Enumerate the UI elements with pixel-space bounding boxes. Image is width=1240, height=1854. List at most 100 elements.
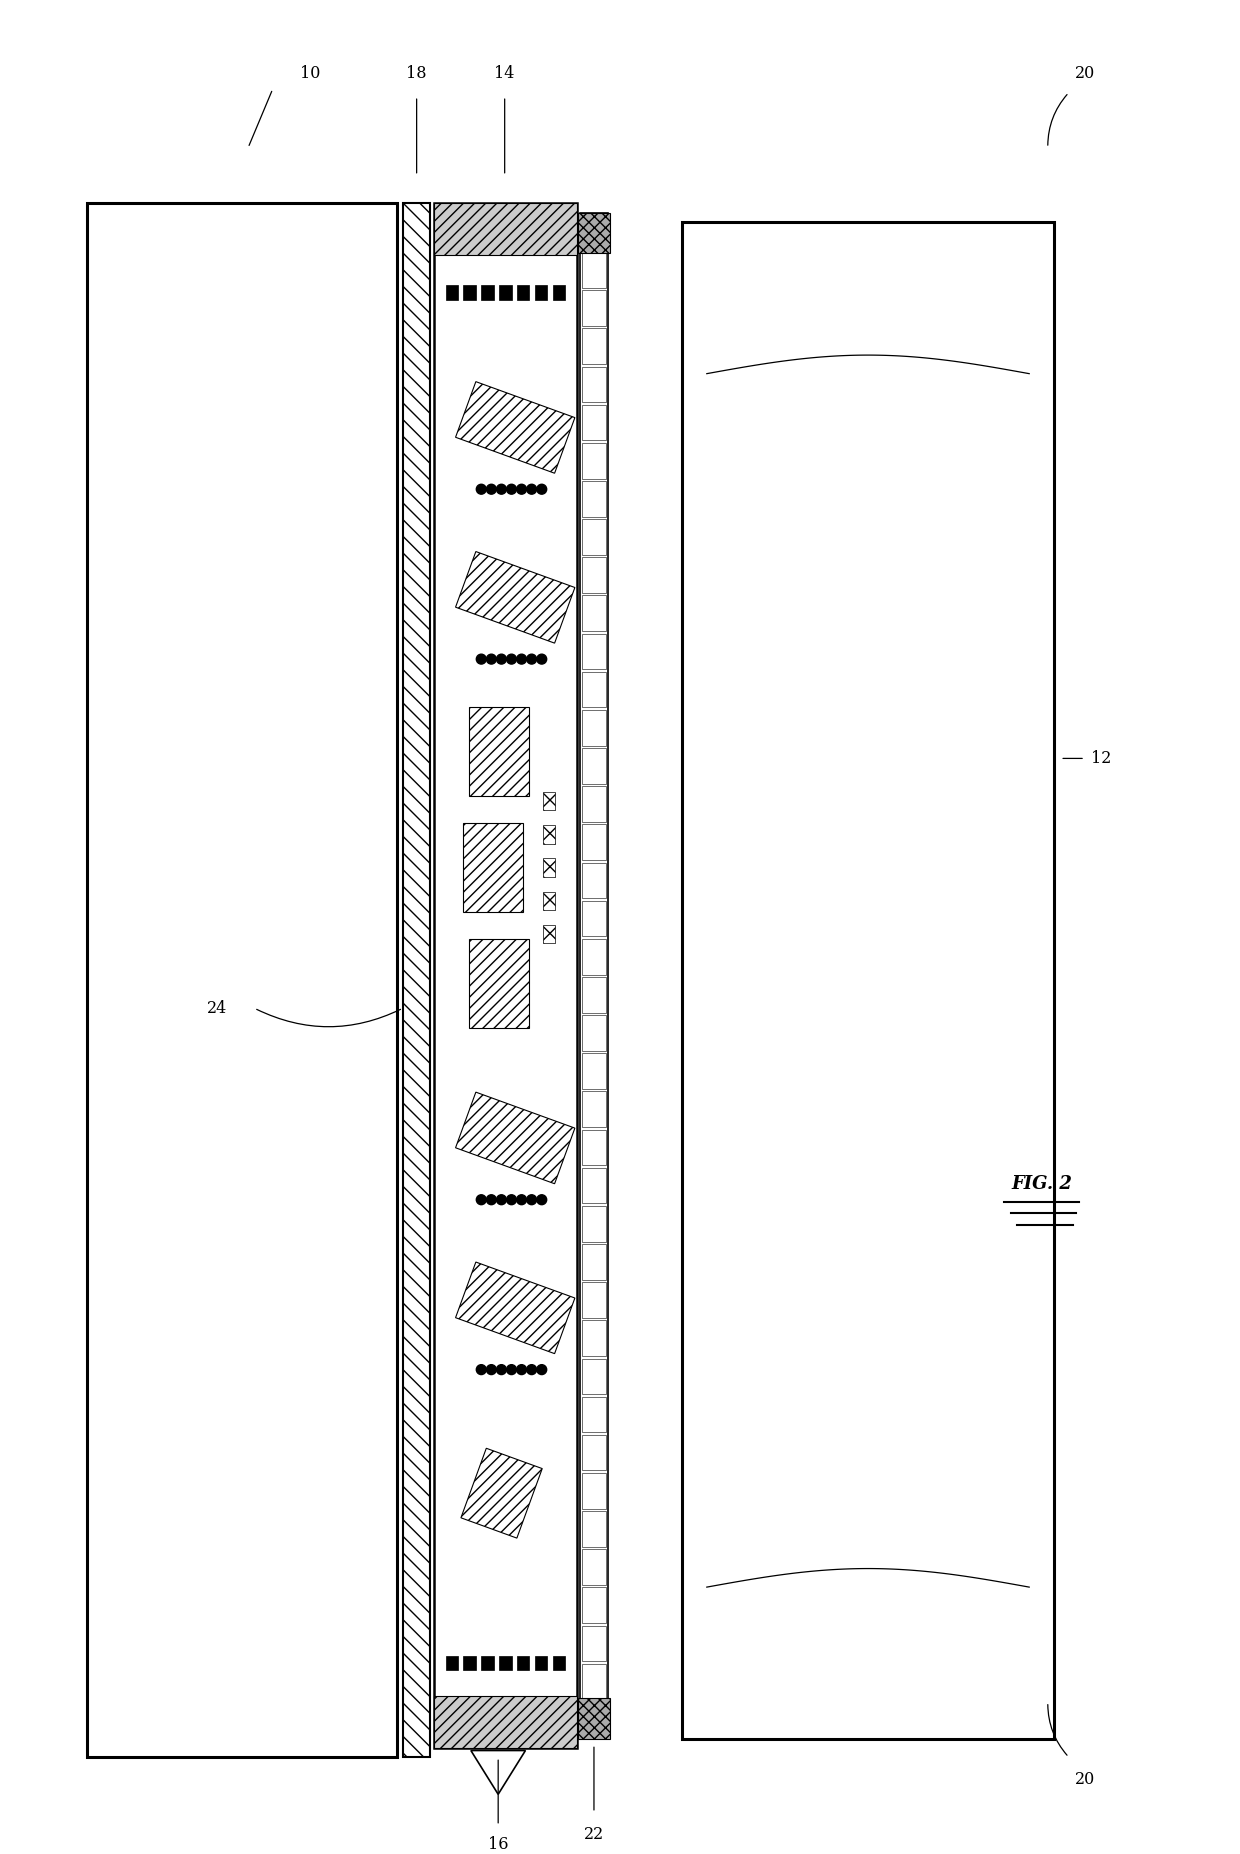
Bar (434, 204, 577, 256)
Circle shape (517, 1194, 527, 1205)
Circle shape (507, 654, 517, 664)
Text: 14: 14 (495, 65, 515, 82)
Bar (582, 519, 606, 554)
Circle shape (476, 654, 486, 664)
Polygon shape (463, 823, 523, 912)
Circle shape (486, 654, 496, 664)
Circle shape (527, 1194, 537, 1205)
Circle shape (507, 484, 517, 495)
Circle shape (507, 1365, 517, 1374)
Bar (578, 213, 610, 254)
Text: 18: 18 (407, 65, 427, 82)
Bar (582, 1168, 606, 1203)
Polygon shape (455, 1263, 575, 1353)
Bar (582, 1472, 606, 1509)
Bar (543, 925, 556, 944)
Bar (543, 858, 556, 877)
Bar (481, 1656, 494, 1670)
Bar (582, 1550, 606, 1585)
Circle shape (527, 654, 537, 664)
Circle shape (496, 1365, 506, 1374)
Circle shape (517, 654, 527, 664)
Circle shape (476, 1194, 486, 1205)
Bar (582, 252, 606, 287)
Bar (580, 213, 608, 1739)
Polygon shape (455, 382, 575, 473)
Circle shape (507, 1194, 517, 1205)
Text: 22: 22 (584, 1826, 604, 1843)
Bar (403, 204, 430, 1758)
Bar (582, 1283, 606, 1318)
Polygon shape (469, 708, 528, 795)
Circle shape (527, 1365, 537, 1374)
Bar (582, 1396, 606, 1433)
Bar (534, 1656, 547, 1670)
Bar (582, 825, 606, 860)
Circle shape (517, 484, 527, 495)
Text: 12: 12 (1091, 749, 1111, 768)
Text: FIG. 2: FIG. 2 (1011, 1175, 1073, 1192)
Bar (582, 634, 606, 669)
Bar (517, 286, 529, 300)
Bar (582, 1053, 606, 1088)
Bar (582, 862, 606, 897)
Circle shape (537, 484, 547, 495)
Bar (578, 1698, 610, 1739)
Bar (582, 1244, 606, 1279)
Text: 20: 20 (1075, 1771, 1095, 1787)
Bar (582, 1702, 606, 1737)
Bar (582, 328, 606, 363)
Bar (582, 1511, 606, 1546)
Circle shape (527, 484, 537, 495)
Bar (543, 792, 556, 810)
Bar (582, 1320, 606, 1355)
Bar (582, 710, 606, 745)
Bar (582, 558, 606, 593)
Bar (445, 286, 458, 300)
Bar (582, 480, 606, 517)
Circle shape (486, 484, 496, 495)
Circle shape (476, 1365, 486, 1374)
Bar (582, 1092, 606, 1127)
Bar (582, 786, 606, 821)
Circle shape (486, 1365, 496, 1374)
Bar (582, 977, 606, 1012)
Bar (582, 367, 606, 402)
Circle shape (517, 1365, 527, 1374)
Bar (582, 1129, 606, 1166)
Bar (582, 1626, 606, 1661)
Bar (464, 1656, 476, 1670)
Polygon shape (455, 1092, 575, 1183)
Bar (553, 1656, 565, 1670)
Polygon shape (469, 940, 528, 1027)
Text: 20: 20 (1075, 65, 1095, 82)
Bar (553, 286, 565, 300)
Bar (582, 595, 606, 630)
Bar (582, 747, 606, 784)
Text: 16: 16 (487, 1835, 508, 1852)
Text: 10: 10 (300, 65, 320, 82)
Bar (582, 404, 606, 441)
Bar (582, 1435, 606, 1470)
Bar (582, 1205, 606, 1242)
Bar (87, 204, 397, 1758)
Bar (582, 1359, 606, 1394)
Bar (517, 1656, 529, 1670)
Bar (445, 1656, 458, 1670)
Bar (582, 901, 606, 936)
Circle shape (476, 484, 486, 495)
Circle shape (496, 484, 506, 495)
Bar (582, 213, 606, 250)
Bar (498, 286, 512, 300)
Circle shape (486, 1194, 496, 1205)
Circle shape (496, 1194, 506, 1205)
Bar (582, 1663, 606, 1700)
Bar (481, 286, 494, 300)
Bar (582, 291, 606, 326)
Circle shape (537, 654, 547, 664)
Bar (582, 938, 606, 975)
Bar (434, 204, 577, 1748)
Bar (534, 286, 547, 300)
Polygon shape (455, 551, 575, 643)
Polygon shape (471, 1750, 526, 1795)
